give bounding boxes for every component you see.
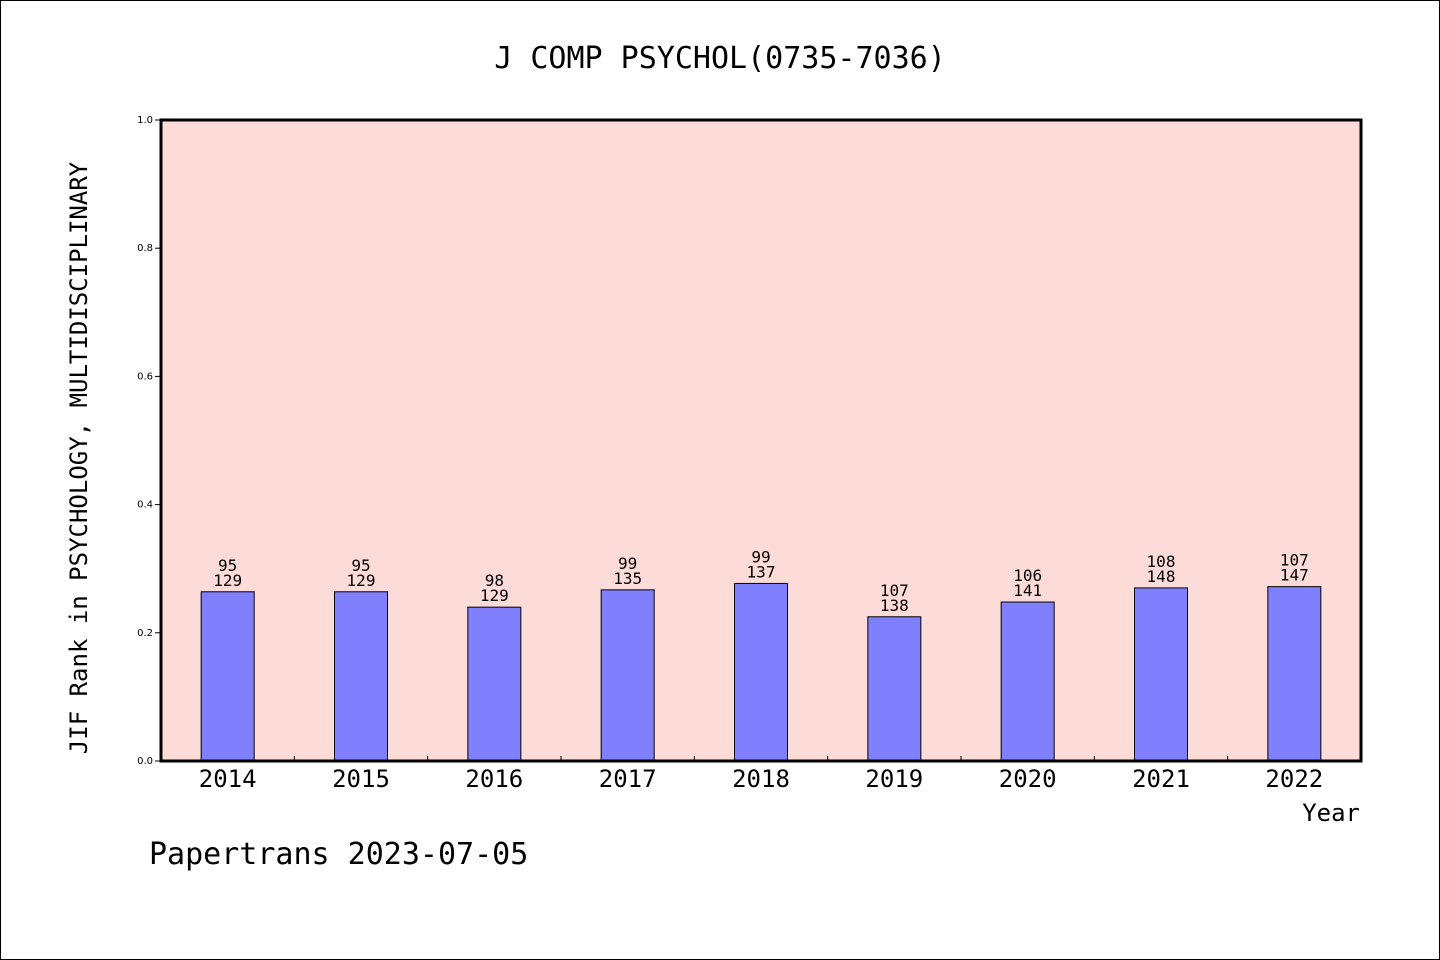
bar-total-label: 129	[347, 571, 376, 590]
x-axis-label: Year	[1302, 799, 1360, 827]
bar-total-label: 129	[213, 571, 242, 590]
x-tick-label: 2018	[732, 765, 790, 793]
x-tick-label: 2020	[999, 765, 1057, 793]
chart-title: J COMP PSYCHOL(0735-7036)	[494, 41, 946, 76]
y-tick-label: 1.0	[137, 115, 153, 126]
x-tick-label: 2017	[599, 765, 657, 793]
bar-2020	[1000, 601, 1055, 762]
y-tick-label: 0.8	[137, 243, 153, 254]
bar-total-label: 138	[880, 596, 909, 615]
x-tick-label: 2022	[1265, 765, 1323, 793]
y-tick-label: 0.6	[137, 371, 153, 382]
x-tick-label: 2019	[865, 765, 923, 793]
bar-rank-label: 107	[1280, 551, 1309, 570]
y-tick-label: 0.0	[137, 756, 153, 767]
bar-2021	[1134, 587, 1188, 762]
bar-rank-label: 108	[1147, 552, 1176, 571]
x-tick-label: 2021	[1132, 765, 1190, 793]
bar-total-label: 137	[747, 562, 776, 581]
bar-total-label: 148	[1147, 567, 1176, 586]
bar-2015	[334, 591, 388, 762]
bar-2018	[734, 582, 788, 762]
bar-rank-label: 95	[351, 556, 370, 575]
x-tick-label: 2014	[199, 765, 257, 793]
bar-rank-label: 98	[485, 571, 504, 590]
bar-rank-label: 95	[218, 556, 237, 575]
bar-total-label: 141	[1013, 581, 1042, 600]
bar-total-label: 129	[480, 586, 509, 605]
x-tick-label: 2016	[465, 765, 523, 793]
y-axis-label: JIF Rank in PSYCHOLOGY, MULTIDISCIPLINAR…	[65, 161, 93, 754]
bars	[200, 582, 1322, 762]
bar-rank-label: 106	[1013, 566, 1042, 585]
bar-2019	[867, 616, 922, 762]
bar-rank-label: 99	[751, 547, 770, 566]
bar-rank-label: 107	[880, 581, 909, 600]
bar-2014	[200, 591, 255, 762]
bar-2017	[600, 589, 655, 762]
x-tick-label: 2015	[332, 765, 390, 793]
bar-2022	[1267, 586, 1322, 762]
y-tick-label: 0.2	[137, 628, 153, 639]
bar-2016	[467, 606, 522, 762]
bar-total-label: 135	[613, 569, 642, 588]
y-axis-ticks: 0.0 0.2 0.4 0.6 0.8 1.0	[137, 115, 161, 767]
plot-border	[159, 118, 1363, 763]
x-axis-ticks: 2014 2015 2016 2017 2018 2019 2020 2021 2022	[199, 756, 1323, 793]
y-tick-label: 0.4	[137, 500, 153, 511]
bar-total-label: 147	[1280, 566, 1309, 585]
bar-rank-label: 99	[618, 554, 637, 573]
footer-credit: Papertrans 2023-07-05	[149, 837, 528, 872]
